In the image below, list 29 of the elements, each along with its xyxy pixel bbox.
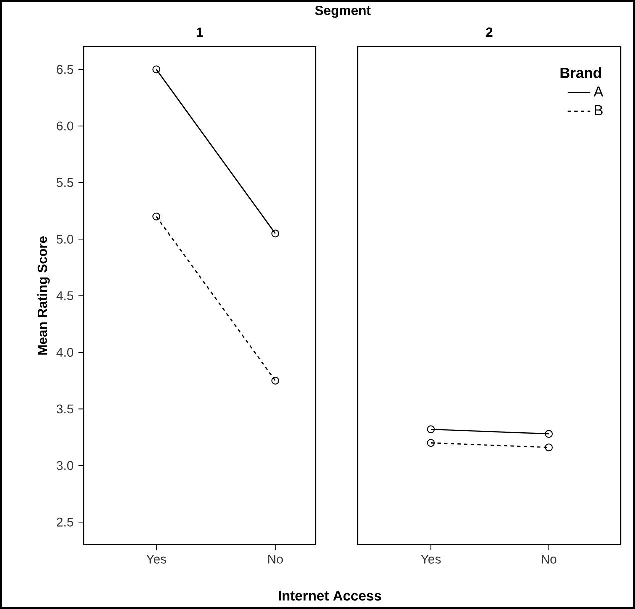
y-tick-label: 3.5: [56, 404, 74, 414]
point: [427, 426, 436, 434]
y-tick-label: 4.0: [56, 348, 74, 358]
chart-title: 1: [197, 28, 204, 38]
x-tick-label: Yes: [421, 555, 441, 564]
point: [152, 66, 161, 74]
y-tick-label: 5.0: [56, 234, 74, 244]
x-axis-title: Internet Access: [279, 591, 382, 601]
legend-label: A: [594, 86, 604, 97]
x-tick-label: No: [268, 555, 284, 564]
y-tick-label: 6.5: [57, 65, 74, 74]
text: Segment: [315, 6, 371, 18]
x-tick-label: Yes: [146, 555, 166, 564]
legend-title: Brand: [560, 68, 602, 78]
y-tick-label: 2.5: [57, 518, 74, 527]
point: [272, 376, 280, 385]
x-tick-label: No: [542, 555, 557, 564]
legend-label: B: [595, 105, 603, 116]
point: [152, 212, 161, 221]
y-tick-label: 3.0: [56, 461, 74, 470]
y-tick-label: 6.0: [57, 122, 74, 131]
y-axis-title: Mean Rating Score: [38, 236, 50, 355]
chart-title: 2: [486, 28, 493, 38]
y-tick-label: 4.5: [56, 292, 74, 300]
point: [427, 439, 436, 448]
point: [272, 230, 280, 238]
y-tick-label: 5.5: [56, 178, 74, 188]
point: [545, 430, 553, 438]
point: [545, 444, 553, 452]
